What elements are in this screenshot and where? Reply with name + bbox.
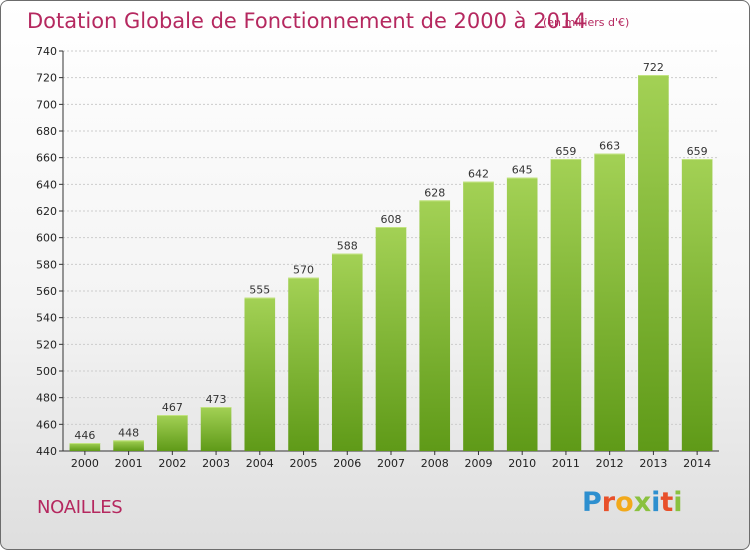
x-tick-label: 2010	[508, 457, 536, 470]
y-tick-label: 580	[36, 258, 57, 271]
y-tick-label: 540	[36, 312, 57, 325]
x-tick-label: 2007	[377, 457, 405, 470]
y-tick-label: 440	[36, 445, 57, 458]
x-tick-label: 2011	[552, 457, 580, 470]
data-labels: 446 448 467 473 555 570 588 608 628 642 645 659 663 7…	[74, 61, 707, 442]
bar-value-label: 628	[424, 186, 445, 199]
y-tick-label: 680	[36, 125, 57, 138]
bar	[288, 277, 319, 451]
y-tick-label: 520	[36, 338, 57, 351]
bar	[375, 227, 407, 451]
bar	[550, 159, 582, 451]
x-tick-label: 2000	[71, 457, 99, 470]
y-tick-label: 460	[36, 418, 57, 431]
bar	[681, 159, 713, 451]
logo-letter: i	[673, 487, 683, 518]
x-tick-label: 2008	[421, 457, 449, 470]
logo-letter: o	[615, 487, 634, 518]
bar-value-label: 659	[555, 145, 576, 158]
x-tick-label: 2003	[202, 457, 230, 470]
bar-value-label: 722	[643, 61, 664, 74]
y-tick-label: 620	[36, 205, 57, 218]
x-tick-label: 2004	[246, 457, 274, 470]
bar	[463, 181, 494, 451]
x-tick-label: 2014	[683, 457, 711, 470]
bar-value-label: 588	[337, 240, 358, 253]
y-tick-label: 720	[36, 72, 57, 85]
logo-letter: r	[601, 487, 616, 518]
x-tick-label: 2002	[158, 457, 186, 470]
y-tick-label: 740	[36, 45, 57, 58]
bar-value-label: 659	[687, 145, 708, 158]
bar-value-label: 448	[118, 426, 139, 439]
bar-value-label: 570	[293, 264, 314, 277]
y-tick-label: 480	[36, 392, 57, 405]
bar	[594, 153, 625, 451]
bar-value-label: 467	[162, 401, 183, 414]
bar-value-label: 642	[468, 168, 489, 181]
y-tick-label: 700	[36, 98, 57, 111]
logo-letter: t	[660, 487, 674, 518]
bar	[638, 75, 669, 451]
bars	[69, 75, 713, 451]
y-tick-label: 600	[36, 232, 57, 245]
logo-letter: x	[633, 487, 652, 518]
bar	[157, 415, 188, 451]
axes: 440 460 480 500 520 540 560 580 600 620 640 660 680 7…	[36, 45, 719, 470]
x-tick-label: 2012	[596, 457, 624, 470]
x-tick-label: 2013	[639, 457, 667, 470]
logo-letter: i	[651, 487, 661, 518]
bar	[244, 297, 276, 451]
y-tick-label: 660	[36, 152, 57, 165]
bar	[69, 443, 101, 451]
logo-letter: P	[582, 487, 602, 518]
bar-value-label: 663	[599, 140, 620, 153]
chart-unit-note: (en milliers d'€)	[543, 16, 630, 29]
x-tick-label: 2006	[333, 457, 361, 470]
y-tick-label: 640	[36, 178, 57, 191]
bar	[506, 177, 538, 451]
chart-title: Dotation Globale de Fonctionnement de 20…	[27, 9, 587, 33]
bar	[419, 200, 451, 451]
y-tick-label: 500	[36, 365, 57, 378]
x-tick-label: 2005	[290, 457, 318, 470]
proxiti-logo: Proxiti	[582, 487, 683, 518]
x-tick-label: 2001	[115, 457, 143, 470]
bar	[113, 440, 144, 451]
y-tick-label: 560	[36, 285, 57, 298]
bar	[331, 253, 363, 451]
bar-value-label: 608	[381, 213, 402, 226]
bar-value-label: 555	[249, 284, 270, 297]
bar-value-label: 446	[74, 429, 95, 442]
bar-value-label: 473	[206, 393, 227, 406]
bar-value-label: 645	[512, 164, 533, 177]
x-tick-label: 2009	[464, 457, 492, 470]
commune-name: NOAILLES	[37, 497, 123, 518]
bar	[200, 407, 232, 451]
